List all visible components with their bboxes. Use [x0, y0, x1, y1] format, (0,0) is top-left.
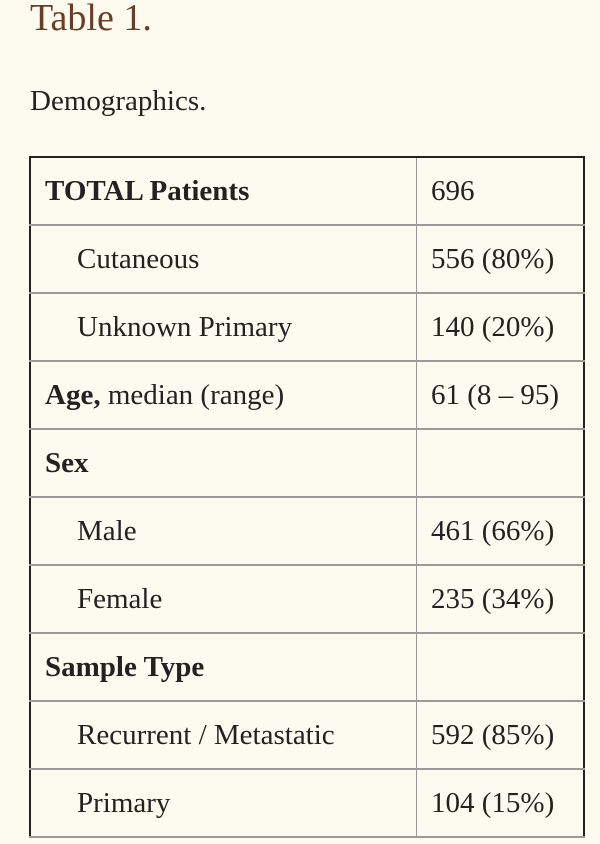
row-value-cell	[416, 428, 585, 498]
row-value-cell: 104 (15%)	[416, 768, 585, 838]
row-value-cell: 696	[416, 156, 585, 226]
row-label-cell: Unknown Primary	[29, 292, 417, 362]
row-label-bold: Age,	[45, 379, 101, 411]
row-value-cell: 556 (80%)	[416, 224, 585, 294]
row-label-cell: Sample Type	[29, 632, 417, 702]
row-label-bold: TOTAL Patients	[45, 175, 250, 207]
table-row: Sex	[29, 428, 585, 498]
row-value-cell: 235 (34%)	[416, 564, 585, 634]
table-label: Table 1.	[30, 0, 152, 39]
row-label-bold: Sample Type	[45, 651, 205, 683]
row-label-bold: Sex	[45, 447, 89, 479]
row-label-cell: Age, median (range)	[29, 360, 417, 430]
row-label-text: median (range)	[100, 379, 285, 411]
table-row: Recurrent / Metastatic 592 (85%)	[29, 700, 585, 770]
row-label-cell: Male	[29, 496, 417, 566]
table-row: Male 461 (66%)	[29, 496, 585, 566]
demographics-table: TOTAL Patients 696 Cutaneous 556 (80%) U…	[29, 156, 585, 838]
row-label-text: Recurrent / Metastatic	[77, 719, 335, 751]
table-container: TOTAL Patients 696 Cutaneous 556 (80%) U…	[29, 156, 585, 844]
row-label-text: Primary	[77, 787, 171, 819]
row-value-cell: 61 (8 – 95)	[416, 360, 585, 430]
row-value-cell: 592 (85%)	[416, 700, 585, 770]
table-row: Unknown Primary 140 (20%)	[29, 292, 585, 362]
table-row: Age, median (range) 61 (8 – 95)	[29, 360, 585, 430]
row-label-cell: Primary	[29, 768, 417, 838]
row-value-cell	[416, 632, 585, 702]
row-value-cell: 461 (66%)	[416, 496, 585, 566]
table-caption: Demographics.	[30, 85, 207, 117]
table-row: Primary 104 (15%)	[29, 768, 585, 838]
table-row: Cutaneous 556 (80%)	[29, 224, 585, 294]
table-row: Female 235 (34%)	[29, 564, 585, 634]
table-row: Sample Type	[29, 632, 585, 702]
row-label-text: Unknown Primary	[77, 311, 293, 343]
row-label-cell: TOTAL Patients	[29, 156, 417, 226]
row-value-cell: 140 (20%)	[416, 292, 585, 362]
row-label-cell: Cutaneous	[29, 224, 417, 294]
row-label-text: Male	[77, 515, 137, 547]
table-row: TOTAL Patients 696	[29, 156, 585, 226]
row-label-cell: Recurrent / Metastatic	[29, 700, 417, 770]
row-label-text: Cutaneous	[77, 243, 200, 275]
row-label-text: Female	[77, 583, 163, 615]
row-label-cell: Sex	[29, 428, 417, 498]
row-label-cell: Female	[29, 564, 417, 634]
